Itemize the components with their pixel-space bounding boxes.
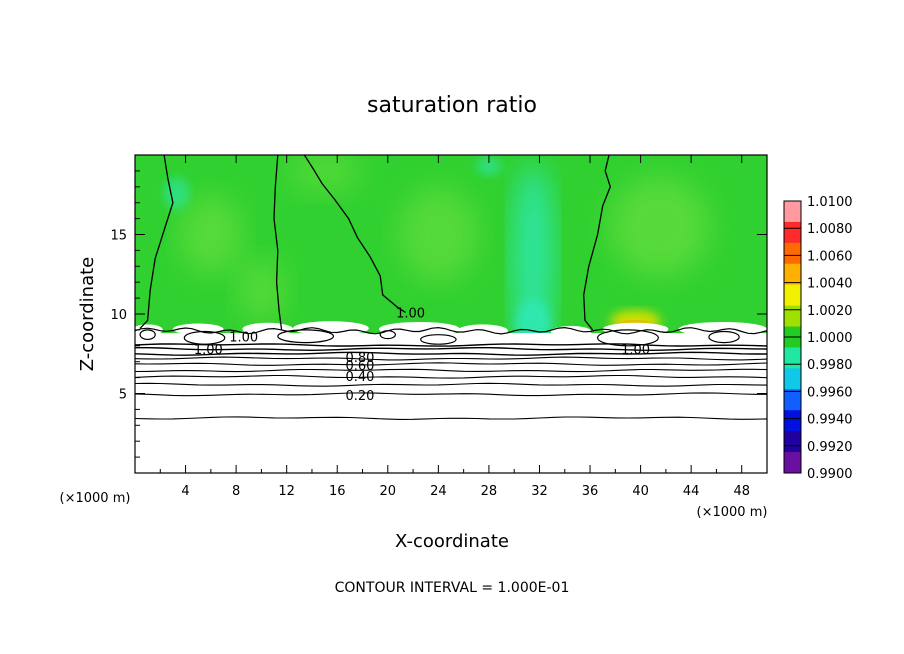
colorbar-swatch-9 xyxy=(784,389,801,411)
contour-label-5: 0.60 xyxy=(346,359,375,374)
contour-labels: 1.00 1.00 1.00 1.00 0.800.600.40 0.20 xyxy=(194,306,650,404)
colorbar-swatch-4 xyxy=(784,284,801,307)
cloud-bump-7 xyxy=(602,322,669,336)
cloud-bump-5 xyxy=(457,324,508,338)
colorbar-label-1: 1.0080 xyxy=(807,222,853,237)
dry-region xyxy=(135,333,767,473)
field-patch-1 xyxy=(236,258,287,322)
contour-label-6: 0.40 xyxy=(346,370,375,385)
cloud-loop-contour-1 xyxy=(277,329,335,344)
colorbar-label-9: 0.9920 xyxy=(807,440,853,455)
contour-label-4: 0.80 xyxy=(346,351,375,366)
x-tick-label-5: 24 xyxy=(430,484,447,499)
colorbar-label-6: 0.9980 xyxy=(807,358,853,373)
contour-label-0: 1.00 xyxy=(396,306,425,321)
x-unit-label-left: (×1000 m) xyxy=(60,491,131,506)
colorbar-swatch-5 xyxy=(784,305,801,328)
y-axis-label: Z-coordinate xyxy=(77,257,98,372)
colorbar: 1.0100 1.0080 1.0060 1.0040 1.0020 1.0000 0.99… xyxy=(783,195,853,482)
cloud-layer xyxy=(135,321,767,338)
y-tick-label-2: 15 xyxy=(110,229,127,244)
colorbar-label-7: 0.9960 xyxy=(807,385,853,400)
vertical-contour-2 xyxy=(303,155,406,313)
cloud-base-contour xyxy=(135,326,767,335)
cloud-bump-4 xyxy=(378,321,460,337)
dry-contour-7 xyxy=(135,382,767,387)
x-tick-label-3: 16 xyxy=(329,484,346,499)
contour-label-3: 1.00 xyxy=(621,343,650,358)
cloud-bump-6 xyxy=(550,325,592,338)
dry-contour-3 xyxy=(135,356,767,361)
field-patch-7 xyxy=(164,177,190,210)
cloud-loop-contour-0 xyxy=(183,330,226,345)
cloud-loop-contour-5 xyxy=(708,330,740,344)
colorbar-swatch-0 xyxy=(784,201,801,223)
contour-label-7: 0.20 xyxy=(346,389,375,404)
x-tick-label-11: 48 xyxy=(733,484,750,499)
colorbar-label-3: 1.0040 xyxy=(807,277,853,292)
field-patch-8 xyxy=(476,156,502,176)
dry-contour-6 xyxy=(135,374,767,379)
contour-interval-note: CONTOUR INTERVAL = 1.000E-01 xyxy=(335,580,570,596)
dry-contour-5 xyxy=(135,368,767,373)
y-tick-label-0: 5 xyxy=(119,388,127,403)
colorbar-label-8: 0.9940 xyxy=(807,413,853,428)
colorbar-label-10: 0.9900 xyxy=(807,467,853,482)
vertical-contour-0 xyxy=(139,155,174,329)
vertical-contour-1 xyxy=(273,155,283,330)
x-tick-label-8: 36 xyxy=(582,484,599,499)
cloud-loop-contour-4 xyxy=(597,329,659,347)
field-patch-2 xyxy=(397,186,479,283)
field-patch-3 xyxy=(609,175,711,278)
plot-area: 1.00 1.00 1.00 1.00 0.800.600.40 0.20 xyxy=(135,155,767,473)
dry-contour-4 xyxy=(135,362,767,366)
colorbar-label-0: 1.0100 xyxy=(807,195,853,210)
colorbar-swatch-7 xyxy=(784,347,801,369)
x-tick-label-0: 4 xyxy=(181,484,189,499)
colorbar-label-5: 1.0000 xyxy=(807,331,853,346)
colorbar-swatch-2 xyxy=(784,242,801,265)
colorbar-swatch-10 xyxy=(784,410,801,432)
contour-label-2: 1.00 xyxy=(194,343,223,358)
colorbar-swatch-12 xyxy=(784,452,801,474)
x-tick-label-9: 40 xyxy=(632,484,649,499)
field-patch-0 xyxy=(179,194,243,275)
cloud-bump-3 xyxy=(293,321,369,336)
dry-contour-1 xyxy=(135,347,767,352)
y-tick-label-1: 10 xyxy=(110,308,127,323)
x-tick-label-1: 8 xyxy=(232,484,240,499)
x-axis-label: X-coordinate xyxy=(395,531,509,552)
x-tick-label-4: 20 xyxy=(380,484,397,499)
x-tick-label-7: 32 xyxy=(531,484,548,499)
x-tick-label-6: 28 xyxy=(481,484,498,499)
chart-title: saturation ratio xyxy=(367,93,537,118)
x-unit-label-right: (×1000 m) xyxy=(697,505,768,520)
dry-contour-8 xyxy=(135,392,767,397)
colorbar-label-2: 1.0060 xyxy=(807,249,853,264)
cloud-loop-contour-6 xyxy=(139,329,156,341)
y-axis-ticks: 5 10 15 xyxy=(110,170,767,458)
contour-label-1: 1.00 xyxy=(229,330,258,345)
cloud-loop-contour-3 xyxy=(420,334,457,345)
contour-lines xyxy=(135,155,767,420)
dry-contour-9 xyxy=(135,416,767,420)
dry-contour-2 xyxy=(135,351,767,356)
colorbar-label-4: 1.0020 xyxy=(807,304,853,319)
x-tick-label-2: 12 xyxy=(278,484,295,499)
colorbar-swatch-1 xyxy=(784,221,801,244)
colorbar-swatch-8 xyxy=(784,368,801,390)
vertical-contour-3 xyxy=(583,155,611,331)
colorbar-swatch-3 xyxy=(784,263,801,286)
dry-contour-0 xyxy=(135,343,767,347)
field-patch-4 xyxy=(286,155,363,195)
x-tick-label-10: 44 xyxy=(683,484,700,499)
colorbar-swatch-11 xyxy=(784,431,801,453)
x-axis-ticks: 4 8 12 16 20 24 28 32 36 40 44 48 xyxy=(159,155,750,499)
cloud-loop-contour-2 xyxy=(379,330,396,340)
